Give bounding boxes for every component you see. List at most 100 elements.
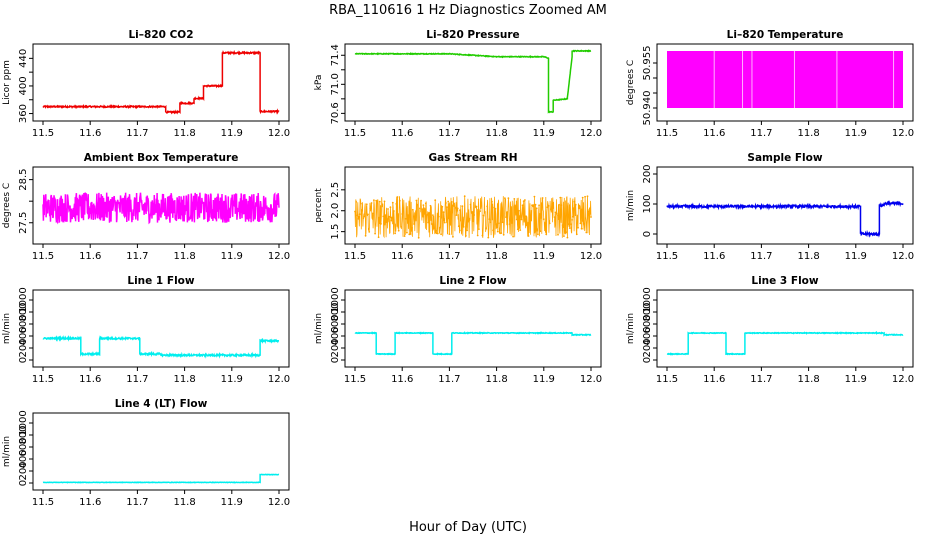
plot-frame [656, 289, 914, 368]
panel-title: Line 3 Flow [751, 275, 818, 287]
series-point [513, 198, 516, 200]
y-tick-label: 1000 [642, 287, 653, 312]
series-point [504, 197, 506, 200]
x-tick-label: 11.8 [485, 128, 507, 139]
y-tick-label: 200 [330, 338, 341, 357]
panel-title: Sample Flow [747, 152, 822, 164]
series-point [427, 221, 430, 224]
series-point [456, 207, 459, 210]
series-point [494, 207, 497, 210]
panel-co2: Li–820 CO2 Licor ppm 11.5 11.6 11.7 11.8 11.9 1… [2, 29, 290, 139]
series-point [462, 226, 465, 228]
series-point [482, 214, 485, 217]
panel-line2: Line 2 Flow ml/min 11.5 11.6 11.7 11.8 11.9 12.… [314, 275, 602, 385]
series-point [390, 219, 393, 222]
series-point [480, 204, 483, 207]
series-point [378, 200, 381, 203]
series-point [358, 213, 361, 216]
plot-frame [656, 166, 914, 245]
y-axis-label: degrees C [626, 60, 636, 105]
series-point [362, 217, 365, 220]
series-point [465, 235, 467, 237]
series-point [354, 210, 356, 213]
series-point [373, 199, 375, 202]
x-tick-label: 11.7 [126, 374, 148, 385]
series-point [386, 221, 388, 224]
y-tick-label: 600 [18, 437, 29, 456]
series-point [391, 201, 394, 204]
figure-x-axis-label: Hour of Day (UTC) [409, 520, 527, 535]
series-point [579, 222, 582, 225]
series-point [588, 207, 591, 210]
series-point [518, 209, 520, 212]
panel-line1: Line 1 Flow ml/min 11.5 11.6 11.7 11.8 11.9 12.… [2, 275, 290, 385]
series-point [407, 214, 409, 217]
y-tick-label: 800 [18, 302, 29, 321]
y-tick-label: 0 [18, 480, 29, 486]
series-point [509, 209, 512, 212]
x-tick-label: 11.9 [533, 374, 555, 385]
series-point [483, 212, 486, 214]
series-point [502, 233, 505, 236]
series-point [577, 226, 579, 229]
series-point [376, 200, 379, 203]
series-point [505, 216, 507, 219]
x-tick-label: 11.6 [703, 251, 725, 262]
series-point [570, 223, 572, 226]
series-point [423, 212, 426, 215]
x-tick-label: 12.0 [580, 128, 602, 139]
x-tick-label: 12.0 [268, 497, 290, 508]
series-point [541, 197, 544, 199]
y-tick-label: 100 [642, 194, 653, 213]
panel-title: Ambient Box Temperature [84, 152, 239, 164]
series-line [354, 49, 592, 114]
x-tick-label: 11.8 [173, 128, 195, 139]
series-point [388, 215, 391, 218]
series-point [460, 229, 463, 232]
series-line [42, 192, 280, 225]
plot-frame [344, 43, 602, 122]
y-tick-label: 200 [642, 338, 653, 357]
x-tick-label: 11.6 [703, 374, 725, 385]
figure-title: RBA_110616 1 Hz Diagnostics Zoomed AM [329, 3, 607, 18]
x-tick-label: 11.6 [703, 128, 725, 139]
series-point [380, 223, 382, 225]
y-tick-label: 200 [18, 338, 29, 357]
series-point [584, 195, 586, 198]
x-tick-label: 11.6 [79, 497, 101, 508]
panel-rh: Gas Stream RH percent 11.5 11.6 11.7 11.8 11.9… [314, 152, 602, 262]
x-tick-label: 11.9 [533, 251, 555, 262]
series-line [42, 334, 279, 359]
series-point [533, 195, 536, 198]
x-tick-label: 11.6 [391, 128, 413, 139]
panel-line4: Line 4 (LT) Flow ml/min 11.5 11.6 11.7 11.8 11… [2, 398, 290, 508]
y-axis-label: ml/min [626, 190, 636, 221]
series-point [489, 221, 492, 224]
x-tick-label: 11.8 [797, 128, 819, 139]
series-line [666, 330, 904, 356]
y-tick-label: 400 [18, 326, 29, 345]
panel-grid: Li–820 CO2 Licor ppm 11.5 11.6 11.7 11.8 11.9 1… [2, 29, 914, 508]
series-point [552, 207, 555, 209]
x-tick-label: 11.8 [485, 374, 507, 385]
series-band [667, 51, 903, 108]
series-point [445, 202, 447, 204]
series-point [515, 218, 518, 221]
y-tick-label: 360 [18, 104, 29, 123]
x-tick-label: 11.7 [126, 128, 148, 139]
series-line [42, 473, 280, 484]
y-tick-label: 0 [330, 357, 341, 363]
series-point [457, 225, 460, 228]
series-point [571, 219, 573, 221]
series-point [454, 207, 457, 209]
series-point [575, 233, 578, 236]
y-tick-label: 400 [330, 326, 341, 345]
series-point [441, 205, 444, 208]
x-tick-label: 12.0 [892, 128, 914, 139]
series-point [488, 218, 491, 221]
x-tick-label: 11.5 [32, 251, 54, 262]
series-point [395, 203, 398, 205]
plot-frame [32, 412, 290, 491]
series-point [382, 215, 385, 218]
